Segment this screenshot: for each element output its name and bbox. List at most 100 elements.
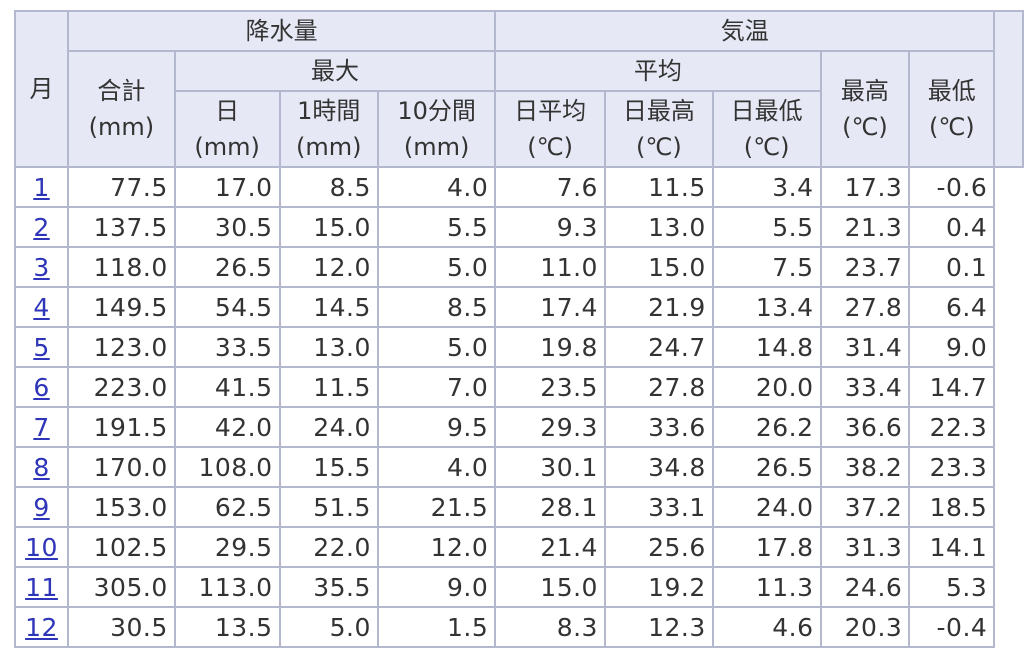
- cell-hour: 14.5: [278, 286, 379, 328]
- month-link[interactable]: 8: [33, 452, 50, 482]
- header-highest-label: 最高: [840, 77, 889, 105]
- table-row: 2 137.5 30.5 15.0 5.5 9.3 13.0 5.5 21.3 0.4: [13, 206, 1023, 248]
- cell-ten: 1.5: [376, 606, 497, 648]
- cell-dmax: 24.7: [603, 326, 714, 368]
- cell-day: 17.0: [173, 166, 281, 208]
- cell-lo: 6.4: [908, 286, 996, 328]
- cell-day: 30.5: [173, 206, 281, 248]
- cell-total: 305.0: [67, 566, 176, 608]
- header-lowest-label: 最低: [927, 77, 976, 105]
- month-cell: 5: [13, 326, 70, 368]
- header-day-unit: (mm): [194, 133, 260, 161]
- table-row: 12 30.5 13.5 5.0 1.5 8.3 12.3 4.6 20.3 -0.4: [13, 606, 1023, 648]
- cell-ten: 4.0: [376, 446, 497, 488]
- header-month: 月: [13, 10, 70, 168]
- cell-hour: 35.5: [278, 566, 379, 608]
- month-link[interactable]: 12: [25, 612, 58, 642]
- cell-total: 123.0: [67, 326, 176, 368]
- cell-lo: 5.3: [908, 566, 996, 608]
- month-link[interactable]: 7: [33, 412, 50, 442]
- cell-hour: 5.0: [278, 606, 379, 648]
- month-link[interactable]: 6: [33, 372, 50, 402]
- cell-dmax: 25.6: [603, 526, 714, 568]
- cell-total: 149.5: [67, 286, 176, 328]
- cell-dmax: 15.0: [603, 246, 714, 288]
- cell-lo: 0.1: [908, 246, 996, 288]
- cell-davg: 9.3: [494, 206, 606, 248]
- cell-total: 223.0: [67, 366, 176, 408]
- cell-lo: 22.3: [908, 406, 996, 448]
- cell-ten: 4.0: [376, 166, 497, 208]
- month-link[interactable]: 2: [33, 212, 50, 242]
- header-lowest-unit: (℃): [928, 113, 975, 141]
- cell-hour: 24.0: [278, 406, 379, 448]
- table-edge-cell: [993, 10, 1024, 168]
- table-row: 4 149.5 54.5 14.5 8.5 17.4 21.9 13.4 27.8 6.4: [13, 286, 1023, 328]
- month-cell: 12: [13, 606, 70, 648]
- month-cell: 9: [13, 486, 70, 528]
- cell-total: 153.0: [67, 486, 176, 528]
- header-max: 最大: [173, 50, 497, 92]
- header-daily-avg-label: 日平均: [514, 97, 587, 125]
- cell-lo: 23.3: [908, 446, 996, 488]
- cell-davg: 15.0: [494, 566, 606, 608]
- cell-davg: 8.3: [494, 606, 606, 648]
- header-daily-avg: 日平均 (℃): [494, 90, 606, 168]
- month-cell: 4: [13, 286, 70, 328]
- table-row: 10 102.5 29.5 22.0 12.0 21.4 25.6 17.8 31.3 14.1: [13, 526, 1023, 568]
- cell-hi: 31.4: [819, 326, 911, 368]
- table-row: 11 305.0 113.0 35.5 9.0 15.0 19.2 11.3 24.6 5.3: [13, 566, 1023, 608]
- month-link[interactable]: 4: [33, 292, 50, 322]
- cell-davg: 30.1: [494, 446, 606, 488]
- month-link[interactable]: 11: [25, 572, 58, 602]
- cell-lo: 18.5: [908, 486, 996, 528]
- cell-davg: 17.4: [494, 286, 606, 328]
- cell-lo: -0.6: [908, 166, 996, 208]
- table-row: 5 123.0 33.5 13.0 5.0 19.8 24.7 14.8 31.4 9.0: [13, 326, 1023, 368]
- cell-day: 113.0: [173, 566, 281, 608]
- cell-total: 118.0: [67, 246, 176, 288]
- month-cell: 1: [13, 166, 70, 208]
- cell-ten: 5.5: [376, 206, 497, 248]
- cell-hi: 23.7: [819, 246, 911, 288]
- cell-hour: 51.5: [278, 486, 379, 528]
- header-ten-min-unit: (mm): [403, 133, 470, 161]
- month-link[interactable]: 10: [25, 532, 58, 562]
- month-link[interactable]: 5: [33, 332, 50, 362]
- cell-dmax: 19.2: [603, 566, 714, 608]
- cell-dmax: 33.1: [603, 486, 714, 528]
- cell-hi: 27.8: [819, 286, 911, 328]
- cell-lo: 14.1: [908, 526, 996, 568]
- month-link[interactable]: 3: [33, 252, 50, 282]
- table-row: 3 118.0 26.5 12.0 5.0 11.0 15.0 7.5 23.7 0.1: [13, 246, 1023, 288]
- header-hour-unit: (mm): [295, 133, 362, 161]
- cell-dmin: 11.3: [711, 566, 822, 608]
- header-total-label: 合計: [97, 77, 146, 105]
- cell-dmin: 17.8: [711, 526, 822, 568]
- header-precipitation: 降水量: [67, 10, 497, 52]
- cell-ten: 9.5: [376, 406, 497, 448]
- header-day: 日 (mm): [173, 90, 281, 168]
- table-header: 月 降水量 気温 合計 (mm) 最大 平均 最高 (℃) 最低 (℃) 日: [13, 10, 1024, 168]
- cell-dmin: 26.2: [711, 406, 822, 448]
- cell-dmin: 20.0: [711, 366, 822, 408]
- climate-table: 月 降水量 気温 合計 (mm) 最大 平均 最高 (℃) 最低 (℃) 日: [13, 10, 1024, 648]
- cell-total: 30.5: [67, 606, 176, 648]
- header-highest-unit: (℃): [842, 113, 888, 141]
- cell-day: 41.5: [173, 366, 281, 408]
- cell-dmin: 26.5: [711, 446, 822, 488]
- cell-hour: 15.5: [278, 446, 379, 488]
- cell-lo: 0.4: [908, 206, 996, 248]
- month-cell: 6: [13, 366, 70, 408]
- month-link[interactable]: 1: [33, 172, 50, 202]
- table-row: 1 77.5 17.0 8.5 4.0 7.6 11.5 3.4 17.3 -0.6: [13, 166, 1023, 208]
- cell-hi: 20.3: [819, 606, 911, 648]
- header-day-label: 日: [215, 97, 240, 125]
- table-row: 6 223.0 41.5 11.5 7.0 23.5 27.8 20.0 33.4 14.7: [13, 366, 1023, 408]
- cell-day: 26.5: [173, 246, 281, 288]
- cell-ten: 8.5: [376, 286, 497, 328]
- header-daily-max-unit: (℃): [636, 133, 682, 161]
- cell-dmax: 13.0: [603, 206, 714, 248]
- month-link[interactable]: 9: [33, 492, 50, 522]
- cell-ten: 21.5: [376, 486, 497, 528]
